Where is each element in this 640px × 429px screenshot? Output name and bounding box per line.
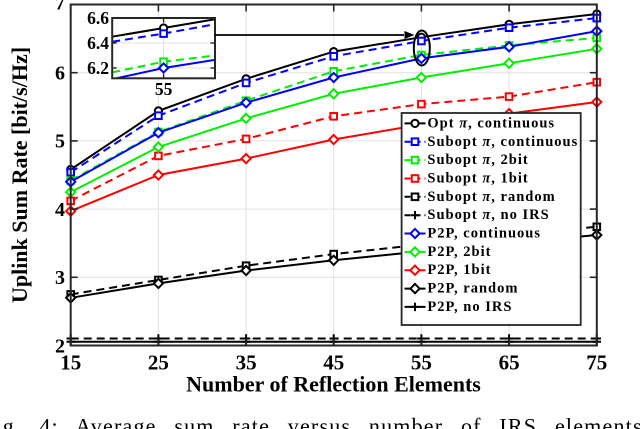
svg-text:3: 3 [55, 267, 65, 289]
svg-text:Opt π, continuous: Opt π, continuous [427, 115, 555, 131]
svg-text:7: 7 [55, 0, 65, 14]
svg-text:Number of Reflection Elements: Number of Reflection Elements [186, 372, 481, 397]
svg-text:Subopt π, 2bit: Subopt π, 2bit [427, 152, 528, 168]
svg-text:6.2: 6.2 [87, 58, 109, 78]
svg-text:6.4: 6.4 [87, 33, 109, 53]
svg-text:55: 55 [411, 351, 432, 375]
svg-text:5: 5 [55, 131, 65, 153]
svg-text:P2P, 2bit: P2P, 2bit [427, 244, 491, 260]
svg-text:35: 35 [236, 351, 257, 375]
svg-text:P2P, 1bit: P2P, 1bit [427, 262, 491, 278]
svg-text:4: 4 [55, 199, 65, 221]
svg-text:45: 45 [323, 351, 344, 375]
svg-text:25: 25 [148, 351, 169, 375]
svg-text:Subopt π, continuous: Subopt π, continuous [427, 134, 578, 150]
svg-text:Subopt π, no IRS: Subopt π, no IRS [427, 207, 549, 223]
svg-text:15: 15 [60, 351, 81, 375]
svg-text:6: 6 [55, 63, 65, 85]
svg-text:Uplink Sum Rate [bit/s/Hz]: Uplink Sum Rate [bit/s/Hz] [7, 47, 32, 303]
svg-text:P2P, no IRS: P2P, no IRS [427, 299, 512, 315]
svg-text:2: 2 [55, 335, 65, 357]
svg-text:6.6: 6.6 [87, 8, 109, 28]
svg-text:Fig. 4: Average sum rate versu: Fig. 4: Average sum rate versus number o… [0, 414, 640, 429]
svg-text:P2P, random: P2P, random [427, 281, 518, 297]
svg-text:55: 55 [155, 79, 173, 99]
svg-text:P2P, continuous: P2P, continuous [427, 226, 541, 242]
svg-text:Subopt π, random: Subopt π, random [427, 189, 555, 205]
svg-text:75: 75 [586, 351, 607, 375]
svg-text:Subopt π, 1bit: Subopt π, 1bit [427, 171, 528, 187]
svg-text:65: 65 [499, 351, 520, 375]
